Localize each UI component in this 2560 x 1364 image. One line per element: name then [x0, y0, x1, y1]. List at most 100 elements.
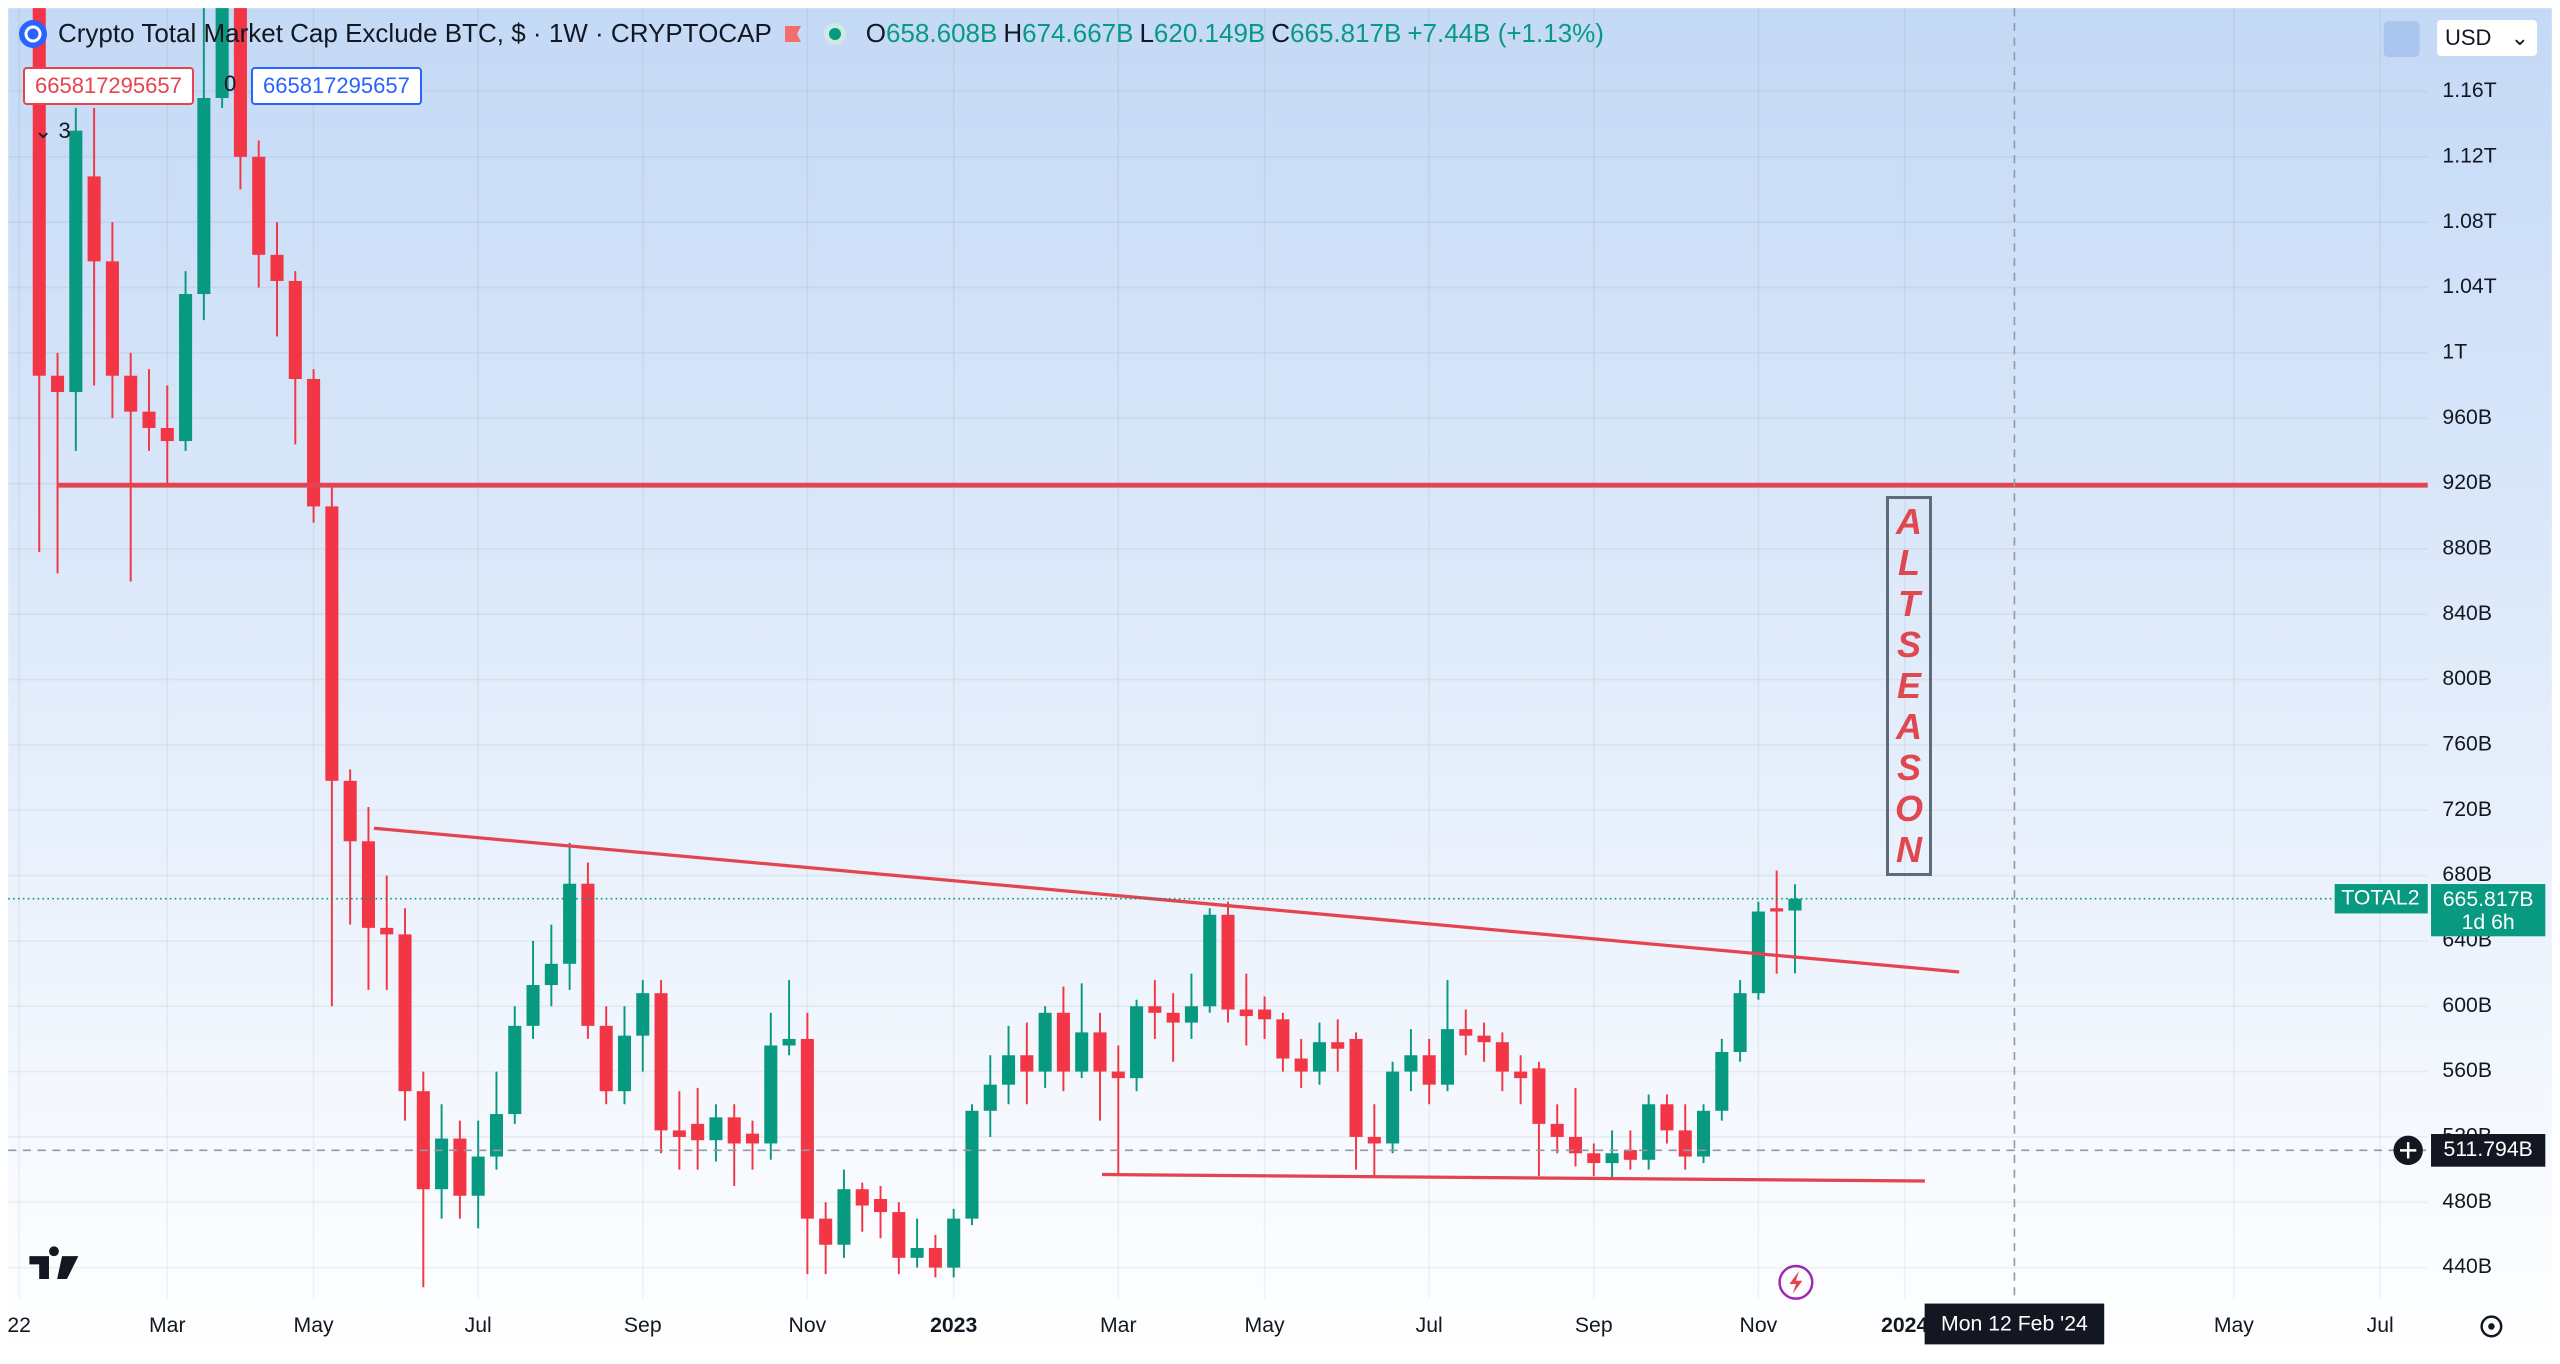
gear-center[interactable] — [2488, 1323, 2495, 1330]
settings-icon[interactable] — [2480, 1315, 2503, 1338]
x-tick-label: Jul — [1416, 1314, 1443, 1337]
bolt-icon[interactable] — [1778, 1264, 1814, 1300]
countdown: 1d 6h — [2462, 911, 2515, 934]
logo-shape — [29, 1246, 79, 1280]
y-tick-label: 800B — [2442, 667, 2492, 690]
y-tick-label: 680B — [2442, 863, 2492, 886]
ohlc-key: O — [865, 18, 887, 48]
y-tick-label: 1.16T — [2442, 79, 2496, 102]
ohlc-key: C — [1271, 18, 1291, 48]
candle-body — [563, 883, 577, 964]
x-tick-label: Sep — [624, 1314, 662, 1337]
fullscreen-button[interactable] — [2383, 21, 2420, 58]
candle-body — [874, 1199, 888, 1213]
candle-body — [544, 963, 558, 986]
candle-body — [1221, 914, 1235, 1010]
candle-body — [288, 280, 302, 379]
trend-line — [373, 826, 1960, 974]
crosshair-price-badge — [2431, 1134, 2546, 1167]
candle-body — [142, 411, 156, 428]
chevron[interactable]: ⌄ — [2510, 25, 2529, 50]
currency-select[interactable]: USD ⌄ — [2437, 20, 2537, 56]
candle-body — [855, 1189, 869, 1206]
last-price-badge — [2431, 884, 2546, 937]
candle-body — [435, 1138, 449, 1190]
candle-body — [691, 1123, 705, 1141]
ohlc-value: 658.608B — [886, 18, 998, 48]
candle-body — [745, 1133, 760, 1144]
bolt-circle[interactable] — [1778, 1264, 1814, 1300]
candle-body — [1568, 1136, 1583, 1154]
candle-body — [1056, 1012, 1070, 1072]
x-tick-label: Mar — [1100, 1314, 1137, 1337]
candle-body — [1715, 1051, 1729, 1111]
candle-body — [343, 780, 357, 842]
candle-body — [87, 176, 101, 262]
candle-body — [1532, 1068, 1546, 1124]
candle-body — [892, 1212, 906, 1258]
support-line — [1102, 1172, 1925, 1183]
ohlc-value: 665.817B — [1290, 18, 1402, 48]
plot-background — [8, 8, 2552, 1356]
x-tick-label: 22 — [7, 1314, 31, 1337]
candle-body — [928, 1248, 942, 1268]
candle-body — [416, 1091, 430, 1190]
ohlc-value: 620.149B — [1153, 18, 1266, 48]
candle-body — [1258, 1009, 1272, 1020]
currency[interactable]: USD — [2445, 25, 2492, 50]
bolt[interactable] — [1789, 1270, 1803, 1294]
candle-body — [51, 375, 65, 393]
y-tick-label: 1.12T — [2442, 144, 2496, 167]
candle-body — [1788, 898, 1802, 911]
candle-body — [1404, 1055, 1418, 1072]
flag-icon[interactable] — [782, 23, 804, 45]
logo-ring — [24, 25, 42, 42]
candle-body — [526, 985, 540, 1026]
candle-body — [1605, 1153, 1619, 1164]
candle-body — [1075, 1032, 1089, 1072]
change: +7.44B (+1.13%) — [1407, 18, 1604, 48]
candle-body — [508, 1025, 522, 1115]
tv-logo — [29, 1246, 79, 1280]
candle-body — [1660, 1104, 1674, 1131]
candle-body — [1422, 1055, 1436, 1085]
y-tick-label: 1.04T — [2442, 275, 2496, 298]
candle-body — [124, 375, 138, 412]
candle-body — [837, 1189, 851, 1245]
candles — [32, 8, 1802, 1288]
candle-body — [636, 993, 650, 1036]
add-alert-plus — [2400, 1142, 2417, 1159]
candle-body — [380, 927, 394, 935]
x-tick-label: 2024 — [1881, 1314, 1928, 1337]
candle-body — [1514, 1071, 1528, 1079]
candle-body — [910, 1248, 924, 1258]
status-dot — [823, 22, 846, 45]
candle-body — [361, 841, 375, 928]
collapse-toggle[interactable]: ⌄ 3 — [34, 118, 71, 143]
crosshair-price-label: 511.794B — [2444, 1138, 2533, 1161]
candle-body — [654, 993, 668, 1131]
candle-body — [965, 1110, 979, 1219]
candle-body — [800, 1038, 814, 1219]
y-tick-label: 720B — [2442, 798, 2492, 821]
candle-body — [782, 1038, 796, 1046]
candle-body — [215, 8, 229, 99]
dot — [828, 27, 841, 40]
input-box[interactable]: 665817295657 — [23, 67, 194, 105]
x-tick-label: Jul — [2367, 1314, 2394, 1337]
candle-body — [1678, 1130, 1692, 1157]
flag[interactable] — [784, 25, 801, 42]
crosshair-date-label: Mon 12 Feb '24 — [1941, 1312, 2088, 1335]
candle-body — [1587, 1153, 1601, 1164]
ohlc-key: H — [1003, 18, 1023, 48]
candle-body — [1642, 1104, 1656, 1160]
candle-body — [709, 1117, 723, 1141]
gear[interactable] — [2480, 1315, 2503, 1338]
candle-body — [1276, 1019, 1290, 1059]
input-box[interactable]: 665817295657 — [251, 67, 422, 105]
collapse-count[interactable]: 3 — [58, 118, 71, 143]
candle-body — [727, 1117, 741, 1144]
y-tick-label: 1.08T — [2442, 210, 2496, 233]
